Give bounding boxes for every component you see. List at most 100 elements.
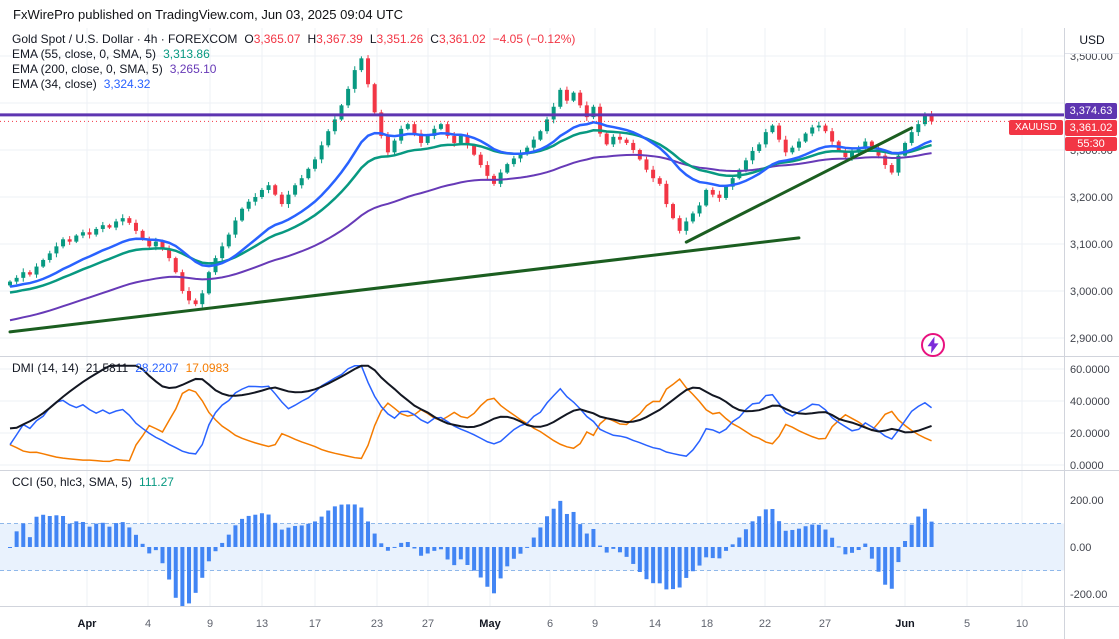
- cci-bar: [147, 547, 152, 554]
- candle-body: [366, 58, 371, 85]
- candle-body: [743, 160, 748, 170]
- dmi-label: DMI (14, 14): [12, 361, 79, 375]
- candle-body: [916, 124, 921, 133]
- candle-body: [47, 253, 52, 260]
- open-value: 3,365.07: [253, 32, 301, 46]
- candle-body: [385, 135, 390, 153]
- candle-body: [796, 141, 801, 148]
- candle-body: [538, 131, 543, 140]
- cci-bar: [644, 547, 649, 580]
- candle-body: [286, 194, 291, 205]
- candle-body: [598, 106, 603, 134]
- cci-bar: [704, 547, 709, 558]
- candle-body: [863, 141, 868, 148]
- cci-bar: [889, 547, 894, 589]
- ema200-label: EMA (200, close, 0, SMA, 5): [12, 62, 163, 76]
- candle-body: [425, 135, 430, 143]
- time-tick-label: 6: [547, 618, 553, 630]
- ema55-label: EMA (55, close, 0, SMA, 5): [12, 47, 157, 61]
- cci-bar: [458, 547, 463, 560]
- cci-value: 111.27: [139, 475, 174, 489]
- time-tick-label: 9: [207, 618, 213, 630]
- candle-body: [319, 145, 324, 160]
- dmi-legend-row[interactable]: DMI (14, 14) 21.5811 28.2207 17.0983: [12, 361, 229, 375]
- cci-tick-label: 0.00: [1070, 542, 1091, 554]
- open-label: O: [244, 32, 254, 46]
- cci-bar: [233, 525, 238, 547]
- cci-legend-row[interactable]: CCI (50, hlc3, SMA, 5) 111.27: [12, 475, 174, 489]
- cci-label: CCI (50, hlc3, SMA, 5): [12, 475, 133, 489]
- low-label: L: [369, 32, 377, 46]
- cci-bar: [836, 546, 841, 548]
- time-tick-label: 5: [964, 618, 970, 630]
- cci-bar: [160, 547, 165, 564]
- time-tick-label: 27: [819, 618, 831, 630]
- cci-bar: [372, 533, 377, 547]
- cci-bar: [306, 523, 311, 547]
- cci-bar: [346, 504, 351, 547]
- cci-bar: [684, 547, 689, 578]
- cci-bar: [140, 543, 145, 547]
- candle-body: [94, 228, 99, 235]
- candle-body: [850, 152, 855, 158]
- cci-bar: [80, 521, 85, 547]
- ema55-legend-row[interactable]: EMA (55, close, 0, SMA, 5) 3,313.86: [12, 47, 575, 62]
- time-tick-label: 17: [309, 618, 321, 630]
- cci-bar: [505, 547, 510, 567]
- ema34-value: 3,324.32: [103, 77, 151, 91]
- price-tick-label: 3,200.00: [1070, 192, 1113, 204]
- time-tick-label: May: [479, 618, 501, 630]
- candle-body: [405, 124, 410, 129]
- attribution-text: FxWirePro published on TradingView.com, …: [13, 7, 403, 22]
- flash-icon[interactable]: [918, 330, 948, 360]
- trendline-1: [8, 236, 801, 334]
- cci-bar: [299, 525, 304, 547]
- cci-bar: [273, 522, 278, 547]
- symbol-legend-row[interactable]: Gold Spot / U.S. Dollar · 4h · FOREXCOM O…: [12, 32, 575, 47]
- cci-bar: [114, 523, 119, 547]
- cci-bar: [94, 523, 99, 547]
- price-axis-currency: USD: [1065, 28, 1119, 54]
- candle-body: [220, 246, 225, 259]
- cci-bar: [379, 543, 384, 547]
- cci-bar: [206, 547, 211, 562]
- candle-body: [724, 186, 729, 198]
- candle-body: [883, 155, 888, 166]
- bar-countdown-badge: 55:30: [1065, 137, 1117, 151]
- candle-body: [651, 169, 656, 179]
- cci-bar: [498, 547, 503, 579]
- dmi-tick-label: 0.0000: [1070, 460, 1104, 472]
- ema34-legend-row[interactable]: EMA (34, close) 3,324.32: [12, 77, 575, 92]
- cci-bar: [883, 547, 888, 585]
- cci-bar: [14, 531, 19, 547]
- cci-bar: [286, 527, 291, 547]
- cci-bar: [571, 511, 576, 547]
- cci-bar: [74, 521, 79, 547]
- cci-bar: [538, 527, 543, 547]
- cci-bar: [803, 526, 808, 547]
- symbol-title[interactable]: Gold Spot / U.S. Dollar · 4h · FOREXCOM: [12, 32, 238, 46]
- cci-bar: [432, 547, 437, 551]
- candle-body: [419, 133, 424, 143]
- cci-bar: [352, 504, 357, 547]
- candle-body: [896, 155, 901, 173]
- candle-body: [458, 135, 463, 143]
- purple-line-price-badge: 3,374.63: [1065, 103, 1117, 119]
- candle-body: [545, 119, 550, 132]
- ema200-legend-row[interactable]: EMA (200, close, 0, SMA, 5) 3,265.10: [12, 62, 575, 77]
- cci-bar: [863, 543, 868, 547]
- candle-body: [571, 92, 576, 101]
- cci-bar: [511, 547, 516, 559]
- symbol-price-tag: XAUUSD: [1009, 120, 1063, 135]
- time-tick-label: 18: [701, 618, 713, 630]
- cci-bar: [604, 547, 609, 553]
- dmi-minus-di-value: 17.0983: [185, 361, 229, 375]
- candle-body: [903, 142, 908, 156]
- candle-body: [684, 221, 689, 231]
- cci-bar: [896, 547, 901, 563]
- candle-body: [810, 127, 815, 134]
- candle-body: [133, 222, 138, 231]
- ema55-value: 3,313.86: [163, 47, 210, 61]
